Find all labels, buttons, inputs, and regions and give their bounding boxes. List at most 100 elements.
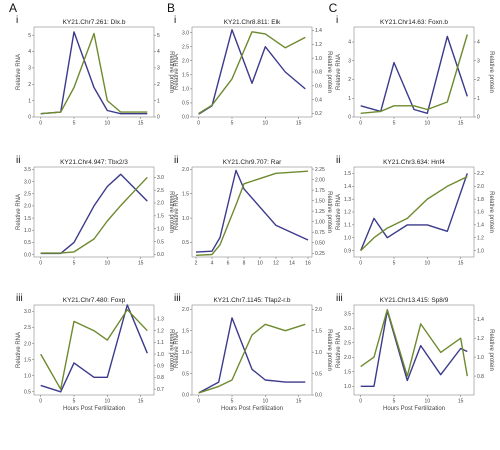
- y-left-tick-label: 1: [348, 96, 351, 102]
- series-line-rna: [40, 31, 148, 115]
- x-tick-label: 0: [39, 399, 42, 405]
- y-left-axis-label: Relative RNA: [16, 54, 22, 90]
- plot-frame: [353, 26, 475, 118]
- row-label: iii: [174, 293, 181, 304]
- series-line-protein: [360, 309, 468, 377]
- y-left-tick-label: 0.0: [182, 115, 189, 121]
- y-right-tick-label: 1.0: [157, 226, 164, 232]
- panel-title: KY21.Chr8.811: Elk: [224, 19, 281, 26]
- y-right-tick-label: 1.0: [157, 352, 164, 358]
- y-left-tick-label: 0.0: [24, 252, 31, 258]
- y-right-tick-label: 1.2: [477, 336, 484, 342]
- row-label: iii: [16, 293, 23, 304]
- y-right-tick-label: 3.0: [157, 175, 164, 181]
- y-left-tick-label: 2.0: [24, 341, 31, 347]
- y-right-tick-label: 0.9: [157, 363, 164, 369]
- y-right-tick-label: 1.5: [315, 328, 322, 334]
- y-left-tick-label: 2.0: [344, 355, 351, 361]
- series-line-protein: [198, 323, 306, 394]
- x-tick-label: 0: [39, 121, 42, 127]
- panel-title: KY21.Chr7.1145: Tfap2-r.b: [213, 297, 290, 304]
- y-right-axis-label: Relative protein: [168, 51, 174, 93]
- y-right-tick-label: 0: [477, 115, 480, 121]
- series-line-rna: [195, 169, 309, 253]
- series-line-protein: [198, 31, 306, 115]
- y-right-tick-label: 2: [157, 82, 160, 88]
- column-label: C: [329, 1, 338, 15]
- row-label: ii: [16, 155, 20, 166]
- series-line-protein: [360, 34, 468, 114]
- y-left-tick-label: 3: [28, 66, 31, 72]
- x-tick-label: 10: [425, 399, 431, 405]
- series-line-rna: [360, 310, 468, 387]
- y-left-tick-label: 2.5: [344, 340, 351, 346]
- y-right-tick-label: 1.4: [477, 223, 484, 229]
- y-right-tick-label: 3: [477, 58, 480, 64]
- y-right-tick-label: 2.0: [315, 307, 322, 313]
- y-left-axis-label: Relative RNA: [336, 332, 342, 368]
- y-right-tick-label: 1.3: [157, 317, 164, 323]
- x-tick-label: 5: [73, 399, 76, 405]
- y-left-tick-label: 1.0: [24, 228, 31, 234]
- x-tick-label: 5: [393, 261, 396, 267]
- y-left-tick-label: 2.0: [182, 167, 189, 173]
- y-right-tick-label: 2.25: [315, 167, 325, 173]
- y-left-tick-label: 1.5: [344, 171, 351, 177]
- y-right-tick-label: 0.7: [157, 387, 164, 393]
- y-right-tick-label: 1.4: [315, 28, 322, 34]
- y-left-tick-label: 0.5: [24, 240, 31, 246]
- x-tick-label: 0: [197, 399, 200, 405]
- y-left-tick-label: 2.5: [24, 325, 31, 331]
- x-tick-label: 6: [227, 261, 230, 267]
- y-right-tick-label: 1.4: [477, 317, 484, 323]
- x-tick-label: 0: [39, 261, 42, 267]
- x-axis-label: Hours Post Fertilization: [63, 406, 125, 412]
- y-left-tick-label: 1.3: [344, 197, 351, 203]
- y-right-tick-label: 1.8: [477, 197, 484, 203]
- y-left-tick-label: 0: [28, 115, 31, 121]
- y-right-tick-label: 0.2: [315, 111, 322, 117]
- y-left-tick-label: 1.5: [24, 357, 31, 363]
- y-left-tick-label: 1.2: [344, 210, 351, 216]
- y-left-tick-label: 1.0: [24, 373, 31, 379]
- y-right-axis-label: Relative protein: [168, 191, 174, 233]
- y-left-tick-label: 1.0: [344, 235, 351, 241]
- y-right-tick-label: 0.8: [477, 374, 484, 380]
- y-right-tick-label: 2.5: [157, 188, 164, 194]
- y-right-tick-label: 4: [157, 49, 160, 55]
- series-line-protein: [360, 175, 468, 252]
- y-right-tick-label: 1.2: [315, 42, 322, 48]
- y-right-axis-label: Relative protein: [168, 329, 174, 371]
- y-right-tick-label: 1.0: [315, 56, 322, 62]
- y-left-tick-label: 3.5: [344, 311, 351, 317]
- y-left-tick-label: 1.0: [344, 384, 351, 390]
- x-axis-label: Hours Post Fertilization: [383, 406, 445, 412]
- x-tick-label: 15: [296, 399, 302, 405]
- y-left-axis-label: Relative RNA: [336, 194, 342, 230]
- y-right-tick-label: 0.50: [315, 240, 325, 246]
- y-right-tick-label: 3: [157, 66, 160, 72]
- panel-title: KY21.Chr9.707: Rar: [223, 159, 282, 166]
- x-tick-label: 5: [73, 261, 76, 267]
- y-right-axis-label: Relative protein: [326, 191, 332, 233]
- y-left-axis-label: Relative RNA: [174, 194, 180, 230]
- y-right-tick-label: 0.5: [157, 239, 164, 245]
- y-left-axis-label: Relative RNA: [16, 332, 22, 368]
- y-right-tick-label: 2.00: [315, 177, 325, 183]
- y-left-tick-label: 1.5: [24, 216, 31, 222]
- x-tick-label: 0: [359, 399, 362, 405]
- y-left-tick-label: 3.0: [182, 30, 189, 36]
- y-right-tick-label: 1.1: [157, 340, 164, 346]
- x-tick-label: 15: [296, 121, 302, 127]
- row-label: i: [16, 15, 18, 26]
- y-left-tick-label: 2.5: [24, 191, 31, 197]
- x-tick-label: 5: [393, 399, 396, 405]
- y-right-tick-label: 1.00: [315, 219, 325, 225]
- plot-frame: [33, 166, 155, 258]
- y-left-tick-label: 4: [28, 49, 31, 55]
- y-left-tick-label: 2.5: [182, 44, 189, 50]
- y-right-tick-label: 0.25: [315, 251, 325, 257]
- plot-frame: [191, 166, 313, 258]
- plot-frame: [353, 304, 475, 396]
- y-right-tick-label: 1: [157, 98, 160, 104]
